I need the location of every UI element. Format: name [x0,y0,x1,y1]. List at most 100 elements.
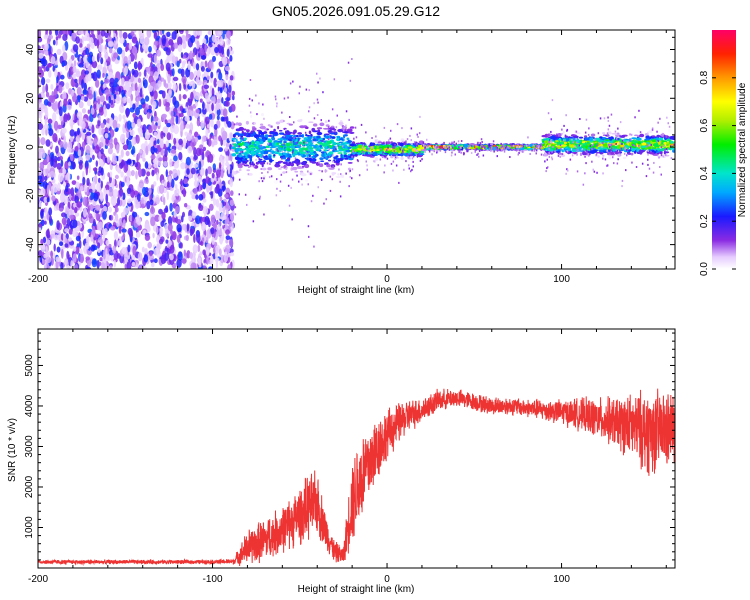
heat-cell [481,141,483,143]
heat-cell [120,149,124,158]
heat-cell [267,138,271,141]
heat-cell [240,140,243,143]
heat-cell [109,77,115,85]
heat-cell [455,142,457,145]
heat-cell [195,233,201,243]
heat-cell [163,196,166,206]
heat-cell [42,149,46,159]
heat-cell [41,173,45,183]
heat-cell [118,114,122,122]
heat-cell [316,72,318,75]
heat-cell [327,125,330,128]
heat-cell [179,30,184,33]
heat-cell [176,258,182,268]
heat-cell [352,150,354,153]
heat-cell [243,152,248,156]
heat-cell [306,138,312,143]
heat-cell [490,143,492,145]
heat-cell [265,145,270,149]
heat-cell [100,122,105,129]
heat-cell [313,245,315,248]
heat-cell [258,138,263,141]
heat-cell [335,132,338,135]
heat-cell [384,152,389,155]
heat-cell [115,207,119,213]
heat-cell [153,247,159,256]
heat-cell [198,194,204,201]
heat-cell [91,258,98,268]
heat-cell [215,250,218,260]
heat-cell [38,66,42,72]
heat-cell [198,204,204,211]
heat-cell [229,252,235,257]
heat-cell [61,217,67,226]
heat-cell [293,121,295,124]
heat-cell [276,178,278,181]
heat-cell [370,151,373,154]
heat-cell [127,55,131,65]
heat-cell [99,141,104,148]
heat-cell [129,129,135,136]
heat-cell [454,144,456,147]
heat-cell [154,197,160,205]
heat-cell [98,221,103,231]
heat-cell [38,175,43,180]
heat-cell [124,65,128,76]
heat-cell [196,40,200,50]
heat-cell [246,169,250,172]
heat-cell [503,144,505,147]
heat-cell [439,146,442,149]
heat-cell [416,133,418,136]
heat-cell [163,160,168,167]
heat-cell [320,178,323,181]
heat-cell [411,168,413,171]
heat-cell [217,30,222,38]
heat-cell [142,186,147,196]
heat-cell [220,169,224,179]
heat-cell [448,142,451,145]
heat-cell [175,138,179,143]
heat-cell [406,138,409,141]
heat-cell [38,109,43,119]
heat-cell [341,145,344,148]
heat-cell [96,69,101,79]
heat-cell [61,62,65,67]
heat-cell [323,127,329,130]
heat-cell [53,243,56,252]
heat-cell [339,138,344,141]
heat-cell [263,177,265,180]
heat-cell [296,141,299,144]
heat-cell [342,129,345,132]
heat-cell [44,110,49,119]
heat-cell [291,167,298,171]
heat-cell [140,143,146,151]
heat-cell [88,213,93,219]
heat-cell [299,125,306,129]
heat-cell [207,138,212,147]
heat-cell [276,187,278,190]
heat-cell [146,30,152,38]
heat-cell [221,46,225,55]
heat-cell [75,235,81,242]
heat-cell [75,136,81,143]
heat-cell [82,176,86,186]
heat-cell [45,128,48,136]
heat-cell [196,70,201,78]
heat-cell [222,201,227,207]
heat-cell [85,145,91,154]
heat-cell [185,123,190,129]
heat-cell [86,266,91,269]
heat-cell [361,146,364,149]
heat-cell [84,242,90,250]
heat-cell [325,169,328,172]
heat-cell [198,148,205,156]
heat-cell [147,84,154,92]
heat-cell [144,248,148,255]
heat-cell [136,217,139,223]
heat-cell [366,168,368,171]
heat-cell [214,127,218,137]
heat-cell [237,122,242,127]
heat-cell [90,234,94,242]
heat-cell [150,145,156,155]
heat-cell [127,227,133,236]
